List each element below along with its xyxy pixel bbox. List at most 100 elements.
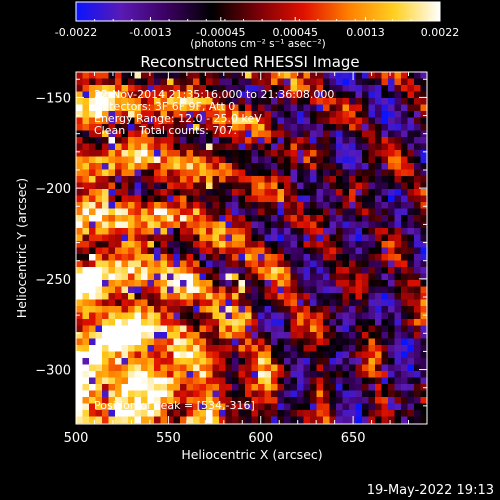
- heatmap-cell: [219, 260, 226, 268]
- heatmap-cell: [173, 325, 181, 333]
- heatmap-cell: [258, 358, 265, 365]
- heatmap-cell: [180, 371, 187, 378]
- heatmap-cell: [193, 351, 200, 359]
- heatmap-cell: [232, 416, 239, 424]
- heatmap-cell: [349, 358, 356, 365]
- heatmap-cell: [303, 332, 311, 339]
- heatmap-cell: [368, 273, 376, 281]
- heatmap-cell: [115, 273, 122, 281]
- heatmap-cell: [160, 182, 168, 190]
- heatmap-cell: [297, 72, 304, 79]
- heatmap-cell: [342, 111, 350, 118]
- heatmap-cell: [238, 241, 246, 248]
- heatmap-cell: [329, 91, 337, 99]
- heatmap-cell: [349, 111, 356, 118]
- heatmap-cell: [121, 189, 129, 196]
- heatmap-cell: [147, 397, 155, 404]
- heatmap-cell: [147, 260, 155, 268]
- heatmap-cell: [349, 332, 356, 339]
- heatmap-cell: [160, 169, 168, 177]
- heatmap-cell: [212, 241, 220, 248]
- heatmap-cell: [329, 215, 337, 222]
- heatmap-cell: [271, 137, 278, 144]
- heatmap-cell: [349, 104, 356, 112]
- heatmap-cell: [108, 202, 116, 209]
- heatmap-cell: [89, 384, 96, 391]
- heatmap-cell: [381, 332, 389, 339]
- heatmap-cell: [219, 351, 226, 359]
- heatmap-cell: [264, 72, 272, 79]
- heatmap-cell: [219, 143, 226, 151]
- heatmap-cell: [167, 169, 174, 177]
- heatmap-cell: [362, 377, 369, 385]
- heatmap-cell: [141, 358, 148, 365]
- heatmap-cell: [128, 221, 135, 229]
- heatmap-cell: [219, 241, 226, 248]
- heatmap-cell: [258, 221, 265, 229]
- heatmap-cell: [375, 312, 382, 320]
- heatmap-cell: [368, 124, 376, 131]
- heatmap-cell: [167, 72, 174, 79]
- heatmap-cell: [193, 208, 200, 216]
- heatmap-cell: [355, 163, 363, 170]
- heatmap-cell: [173, 98, 181, 105]
- heatmap-cell: [251, 91, 259, 99]
- heatmap-cell: [186, 377, 194, 385]
- heatmap-cell: [173, 397, 181, 404]
- heatmap-cell: [167, 176, 174, 183]
- heatmap-cell: [414, 85, 421, 92]
- heatmap-cell: [342, 390, 350, 398]
- heatmap-cell: [420, 390, 427, 398]
- heatmap-cell: [342, 195, 350, 203]
- heatmap-cell: [349, 254, 356, 261]
- heatmap-cell: [381, 182, 389, 190]
- heatmap-cell: [160, 137, 168, 144]
- heatmap-cell: [271, 111, 278, 118]
- heatmap-cell: [147, 280, 155, 287]
- heatmap-cell: [310, 319, 317, 326]
- heatmap-cell: [128, 215, 135, 222]
- heatmap-cell: [232, 299, 239, 307]
- heatmap-cell: [368, 351, 376, 359]
- heatmap-cell: [349, 351, 356, 359]
- heatmap-cell: [108, 72, 116, 79]
- heatmap-cell: [206, 202, 213, 209]
- heatmap-cell: [238, 280, 246, 287]
- heatmap-cell: [212, 325, 220, 333]
- heatmap-cell: [180, 85, 187, 92]
- heatmap-cell: [232, 137, 239, 144]
- heatmap-cell: [121, 169, 129, 177]
- heatmap-cell: [206, 215, 213, 222]
- heatmap-cell: [225, 137, 233, 144]
- heatmap-cell: [225, 104, 233, 112]
- heatmap-cell: [180, 163, 187, 170]
- heatmap-cell: [134, 221, 142, 229]
- heatmap-cell: [362, 143, 369, 151]
- heatmap-cell: [290, 390, 298, 398]
- heatmap-cell: [420, 195, 427, 203]
- heatmap-cell: [329, 143, 337, 151]
- heatmap-cell: [141, 124, 148, 131]
- heatmap-cell: [160, 345, 168, 352]
- heatmap-cell: [206, 286, 213, 294]
- heatmap-cell: [232, 403, 239, 411]
- heatmap-cell: [368, 182, 376, 190]
- heatmap-cell: [245, 358, 252, 365]
- heatmap-cell: [134, 377, 142, 385]
- heatmap-cell: [349, 306, 356, 313]
- heatmap-cell: [349, 85, 356, 92]
- heatmap-cell: [199, 208, 207, 216]
- heatmap-cell: [232, 390, 239, 398]
- heatmap-cell: [407, 163, 415, 170]
- heatmap-cell: [121, 91, 129, 99]
- heatmap-cell: [212, 260, 220, 268]
- heatmap-cell: [284, 332, 291, 339]
- heatmap-cell: [128, 390, 135, 398]
- heatmap-cell: [128, 338, 135, 346]
- heatmap-cell: [160, 72, 168, 79]
- heatmap-cell: [407, 273, 415, 281]
- heatmap-cell: [368, 98, 376, 105]
- heatmap-cell: [219, 254, 226, 261]
- heatmap-cell: [407, 358, 415, 365]
- heatmap-cell: [277, 254, 285, 261]
